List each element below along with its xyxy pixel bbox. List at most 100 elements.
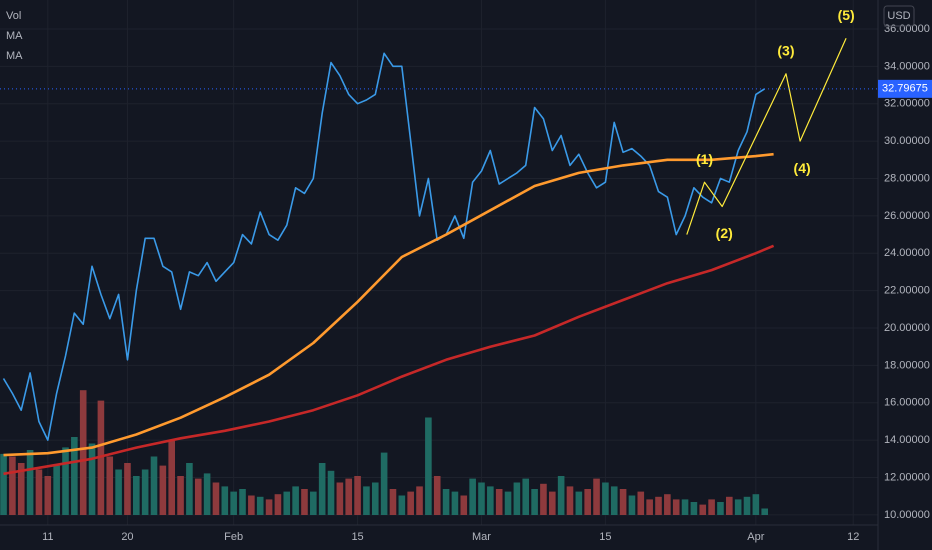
volume-bar [327, 470, 335, 515]
volume-bar [71, 437, 78, 515]
volume-bar [354, 476, 361, 515]
volume-bar [274, 494, 282, 515]
volume-bar [699, 504, 707, 515]
volume-bar [522, 478, 530, 515]
volume-bar [203, 473, 211, 515]
volume-bar [655, 496, 662, 515]
wave-label: (5) [838, 7, 855, 23]
volume-bar [371, 482, 379, 515]
indicator-label: MA [6, 50, 23, 62]
volume-bar [221, 486, 229, 515]
volume-bar [239, 489, 246, 515]
volume-bar [557, 476, 565, 515]
volume-bar [177, 476, 184, 515]
volume-bar [460, 495, 468, 515]
indicator-label: Vol [6, 10, 21, 22]
volume-bar [540, 483, 547, 515]
volume-bar [230, 491, 237, 515]
x-tick-label: Apr [747, 531, 764, 543]
wave-label: (2) [716, 225, 733, 241]
y-tick-label: 14.00000 [884, 434, 930, 446]
volume-bar [575, 491, 583, 515]
volume-bar [17, 463, 25, 515]
volume-bar [433, 476, 441, 515]
volume-bar [159, 465, 167, 515]
volume-bar [88, 443, 96, 515]
wave-label: (1) [696, 151, 713, 167]
x-tick-label: 15 [599, 531, 611, 543]
currency-box [883, 5, 915, 27]
volume-bar [487, 486, 494, 515]
volume-bar [318, 463, 326, 515]
volume-bar [690, 502, 698, 515]
wave-line [686, 38, 847, 235]
volume-bar [504, 491, 512, 515]
volume-bar [593, 478, 600, 515]
volume-bar [442, 489, 450, 515]
indicator-label: MA [6, 30, 23, 42]
volume-bar [336, 482, 344, 515]
volume-bar [9, 456, 16, 515]
x-tick-label: Mar [472, 531, 491, 543]
volume-bar [451, 491, 459, 515]
volume-bar [628, 495, 636, 515]
volume-bar [380, 452, 388, 515]
volume-bar [256, 496, 264, 515]
volume-bar [416, 486, 423, 515]
x-tick-label: 20 [121, 531, 133, 543]
volume-bar [283, 491, 291, 515]
volume-bar [672, 499, 680, 515]
volume-bar [133, 476, 140, 515]
volume-bar [726, 496, 733, 515]
volume-bar [248, 495, 255, 515]
y-tick-label: 22.00000 [884, 285, 930, 297]
volume-bar [469, 478, 476, 515]
wave-label: (4) [794, 160, 811, 176]
wave-label: (3) [777, 43, 794, 59]
volume-bar [610, 486, 618, 515]
price-line [2, 52, 766, 441]
x-tick-label: 12 [847, 531, 859, 543]
y-tick-label: 34.00000 [884, 60, 930, 72]
volume-bar [106, 456, 114, 515]
y-tick-label: 26.00000 [884, 210, 930, 222]
volume-bar [717, 502, 724, 515]
last-price-label: 32.79675 [882, 83, 928, 95]
volume-bar [566, 486, 574, 515]
y-tick-label: 36.00000 [884, 23, 930, 35]
volume-bar [310, 491, 317, 515]
y-tick-label: 12.00000 [884, 471, 930, 483]
volume-bar [637, 491, 645, 515]
volume-bar [407, 491, 414, 515]
y-tick-label: 24.00000 [884, 247, 930, 259]
volume-bar [664, 494, 671, 515]
volume-bar [44, 476, 52, 515]
volume-bar [35, 469, 43, 515]
moving-average [3, 244, 775, 476]
volume-bar [681, 499, 689, 515]
volume-bar [602, 482, 609, 515]
volume-bar [584, 489, 591, 515]
last-price-box [878, 79, 932, 98]
volume-bar [389, 489, 397, 515]
volume-bar [124, 463, 131, 515]
volume-bar [743, 496, 751, 515]
volume-bar [734, 499, 742, 515]
volume-bar [646, 499, 653, 515]
volume-bar [398, 495, 406, 515]
x-tick-label: 11 [42, 531, 53, 543]
volume-bar [531, 489, 538, 515]
volume-bar [26, 450, 34, 515]
volume-bar [186, 463, 193, 515]
x-tick-label: 15 [351, 531, 363, 543]
volume-bar [194, 478, 202, 515]
volume-bar [495, 489, 503, 515]
x-tick-label: Feb [224, 531, 243, 543]
volume-bar [115, 469, 122, 515]
y-tick-label: 16.00000 [884, 397, 930, 409]
currency-label: USD [887, 10, 910, 22]
volume-bar [708, 499, 715, 515]
